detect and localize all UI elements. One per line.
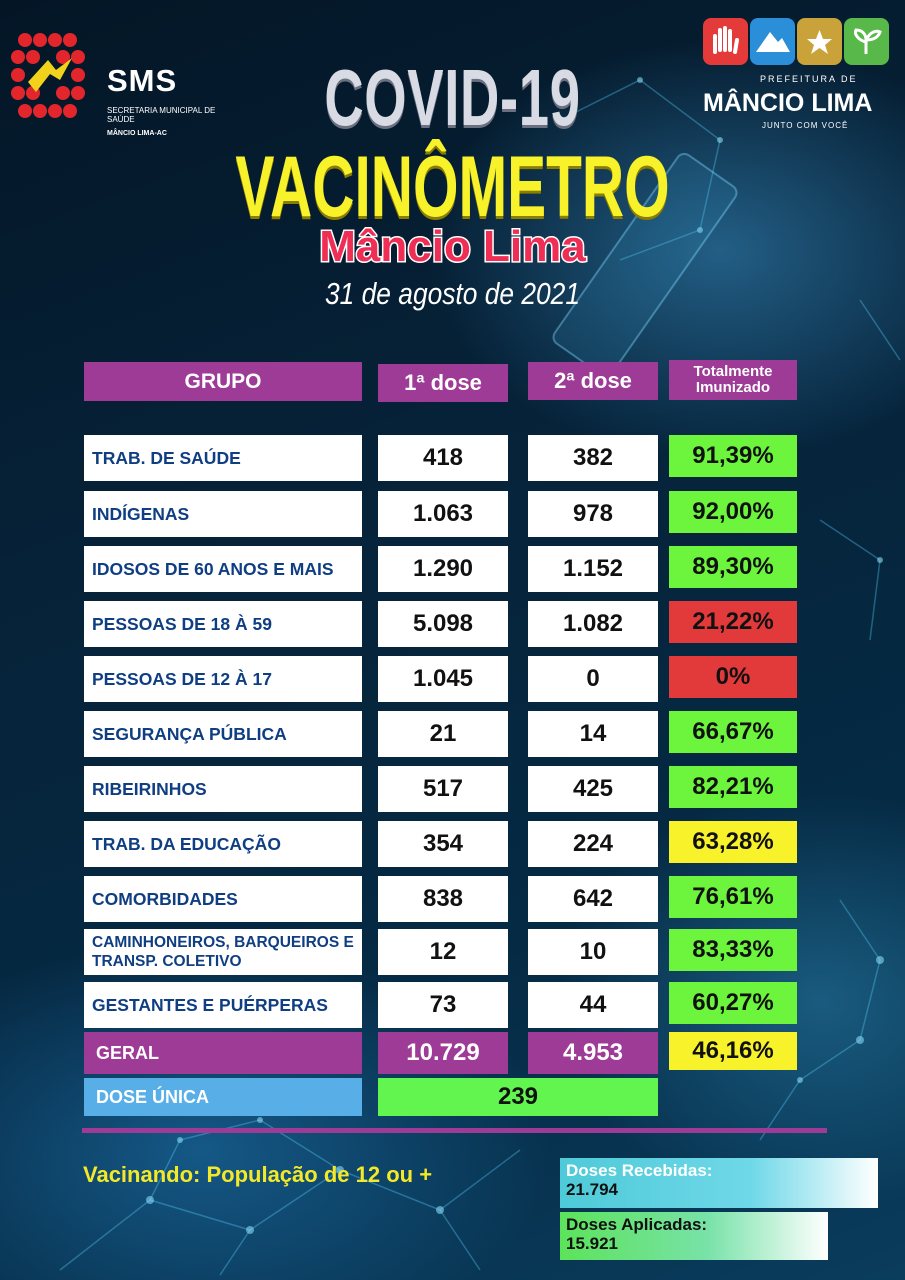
sms-logo-title: SMS <box>107 63 178 98</box>
doses-received-box: Doses Recebidas: 21.794 <box>560 1158 878 1208</box>
prefeitura-prefix: PREFEITURA DE <box>760 74 858 84</box>
header-first-dose: 1ª dose <box>378 364 508 402</box>
prefeitura-city: MÂNCIO LIMA <box>703 89 873 117</box>
table-row-immunized-pct: 63,28% <box>669 821 797 863</box>
sms-emblem-icon <box>11 33 85 118</box>
table-row-group: IDOSOS DE 60 ANOS E MAIS <box>84 546 362 592</box>
single-dose-value: 239 <box>378 1078 658 1116</box>
total-second-dose: 4.953 <box>528 1032 658 1074</box>
table-row-group: TRAB. DA EDUCAÇÃO <box>84 821 362 867</box>
table-row-second-dose: 1.082 <box>528 601 658 647</box>
table-row-second-dose: 224 <box>528 821 658 867</box>
table-row-second-dose: 978 <box>528 491 658 537</box>
table-row-first-dose: 418 <box>378 435 508 481</box>
doses-applied-box: Doses Aplicadas: 15.921 <box>560 1212 828 1260</box>
table-row-group: PESSOAS DE 12 À 17 <box>84 656 362 702</box>
sms-logo-city: MÂNCIO LIMA-AC <box>107 130 167 137</box>
header-second-dose: 2ª dose <box>528 362 658 400</box>
table-row-second-dose: 10 <box>528 929 658 975</box>
table-row-first-dose: 5.098 <box>378 601 508 647</box>
table-row-group: PESSOAS DE 18 À 59 <box>84 601 362 647</box>
table-row-immunized-pct: 60,27% <box>669 982 797 1024</box>
table-row-first-dose: 21 <box>378 711 508 757</box>
table-row-second-dose: 425 <box>528 766 658 812</box>
page-subtitle: VACINÔMETRO <box>235 139 670 235</box>
prefeitura-slogan: JUNTO COM VOCÊ <box>762 121 849 130</box>
table-row-group: RIBEIRINHOS <box>84 766 362 812</box>
table-row-second-dose: 14 <box>528 711 658 757</box>
table-row-first-dose: 517 <box>378 766 508 812</box>
table-row-first-dose: 73 <box>378 982 508 1028</box>
doses-applied-value: 15.921 <box>566 1234 618 1253</box>
table-row-group: SEGURANÇA PÚBLICA <box>84 711 362 757</box>
page-title: COVID-19 <box>324 53 581 142</box>
table-divider <box>82 1128 827 1133</box>
total-first-dose: 10.729 <box>378 1032 508 1074</box>
table-row-first-dose: 1.063 <box>378 491 508 537</box>
table-row-immunized-pct: 91,39% <box>669 435 797 477</box>
table-row-first-dose: 838 <box>378 876 508 922</box>
total-row-label: GERAL <box>84 1032 362 1074</box>
star-icon <box>797 18 842 65</box>
single-dose-label: DOSE ÚNICA <box>84 1078 362 1116</box>
report-date: 31 de agosto de 2021 <box>325 276 580 311</box>
sms-logo-subtitle: SECRETARIA MUNICIPAL DE SAÚDE <box>107 106 216 124</box>
footer-note: Vacinando: População de 12 ou + <box>83 1162 433 1187</box>
total-immunized-pct: 46,16% <box>669 1032 797 1070</box>
table-row-group: GESTANTES E PUÉRPERAS <box>84 982 362 1028</box>
prefeitura-logo: PREFEITURA DE MÂNCIO LIMA JUNTO COM VOCÊ <box>700 18 900 138</box>
table-row-immunized-pct: 82,21% <box>669 766 797 808</box>
table-row-group: COMORBIDADES <box>84 876 362 922</box>
table-row-second-dose: 44 <box>528 982 658 1028</box>
table-row-immunized-pct: 89,30% <box>669 546 797 588</box>
table-row-second-dose: 382 <box>528 435 658 481</box>
table-row-group: TRAB. DE SAÚDE <box>84 435 362 481</box>
sms-logo: SMS SECRETARIA MUNICIPAL DE SAÚDE MÂNCIO… <box>10 30 215 137</box>
header-immunized: Totalmente Imunizado <box>669 360 797 400</box>
city-title: Mâncio Lima <box>318 221 588 273</box>
hand-icon <box>703 18 748 65</box>
table-row-second-dose: 1.152 <box>528 546 658 592</box>
mountain-icon <box>750 18 795 65</box>
sprout-icon <box>844 18 889 65</box>
table-row-immunized-pct: 0% <box>669 656 797 698</box>
table-row-immunized-pct: 76,61% <box>669 876 797 918</box>
table-row-first-dose: 354 <box>378 821 508 867</box>
table-row-group: INDÍGENAS <box>84 491 362 537</box>
table-row-immunized-pct: 83,33% <box>669 929 797 971</box>
table-row-immunized-pct: 92,00% <box>669 491 797 533</box>
table-row-second-dose: 0 <box>528 656 658 702</box>
table-row-immunized-pct: 21,22% <box>669 601 797 643</box>
table-row-second-dose: 642 <box>528 876 658 922</box>
table-row-first-dose: 1.045 <box>378 656 508 702</box>
doses-received-label: Doses Recebidas: <box>566 1161 713 1180</box>
table-row-immunized-pct: 66,67% <box>669 711 797 753</box>
doses-received-value: 21.794 <box>566 1180 618 1199</box>
doses-applied-label: Doses Aplicadas: <box>566 1215 708 1234</box>
header-group: GRUPO <box>84 362 362 401</box>
table-row-first-dose: 1.290 <box>378 546 508 592</box>
table-row-group: CAMINHONEIROS, BARQUEIROS E TRANSP. COLE… <box>84 929 362 975</box>
table-row-first-dose: 12 <box>378 929 508 975</box>
